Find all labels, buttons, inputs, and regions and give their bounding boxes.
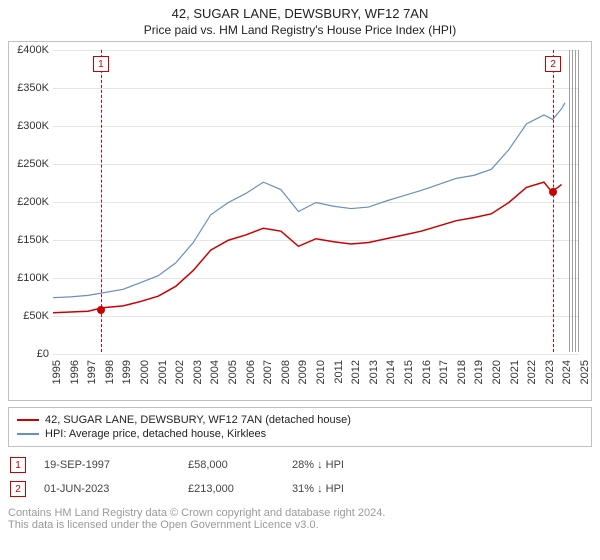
x-axis-tick: 2006 xyxy=(245,360,257,400)
y-axis-tick: £150K xyxy=(9,234,53,246)
annotation-dot-1 xyxy=(97,306,105,314)
x-axis-tick: 2002 xyxy=(174,360,186,400)
legend: 42, SUGAR LANE, DEWSBURY, WF12 7AN (deta… xyxy=(8,407,592,447)
note-price: £58,000 xyxy=(188,459,278,471)
y-axis-tick: £300K xyxy=(9,120,53,132)
x-axis-tick: 2003 xyxy=(192,360,204,400)
legend-label: 42, SUGAR LANE, DEWSBURY, WF12 7AN (deta… xyxy=(45,414,351,426)
note-row: 1 19-SEP-1997 £58,000 28% ↓ HPI xyxy=(8,453,592,477)
x-axis-tick: 2013 xyxy=(368,360,380,400)
legend-swatch xyxy=(17,433,39,435)
x-axis-tick: 2017 xyxy=(438,360,450,400)
note-price: £213,000 xyxy=(188,483,278,495)
copyright-line-1: Contains HM Land Registry data © Crown c… xyxy=(8,507,592,519)
x-axis-tick: 2025 xyxy=(579,360,591,400)
x-axis-tick: 2009 xyxy=(297,360,309,400)
note-row: 2 01-JUN-2023 £213,000 31% ↓ HPI xyxy=(8,477,592,501)
annotation-dot-2 xyxy=(549,188,557,196)
note-hpi: 31% ↓ HPI xyxy=(292,483,344,495)
x-axis-tick: 2001 xyxy=(157,360,169,400)
legend-item: 42, SUGAR LANE, DEWSBURY, WF12 7AN (deta… xyxy=(17,413,583,427)
annotation-marker-1: 1 xyxy=(93,56,109,72)
chart-container: 12 £0£50K£100K£150K£200K£250K£300K£350K£… xyxy=(8,41,592,401)
x-axis-tick: 2015 xyxy=(403,360,415,400)
y-axis-tick: £100K xyxy=(9,272,53,284)
legend-swatch xyxy=(17,419,39,421)
x-axis-tick: 2019 xyxy=(473,360,485,400)
x-axis-tick: 2008 xyxy=(280,360,292,400)
annotation-marker-2: 2 xyxy=(545,56,561,72)
y-axis-tick: £50K xyxy=(9,310,53,322)
series-price_paid xyxy=(53,182,561,313)
x-axis-tick: 2018 xyxy=(456,360,468,400)
x-axis-tick: 2004 xyxy=(209,360,221,400)
x-axis-tick: 1995 xyxy=(51,360,63,400)
page-subtitle: Price paid vs. HM Land Registry's House … xyxy=(8,23,592,37)
annotation-line-2 xyxy=(553,50,554,352)
series-hpi xyxy=(53,103,565,298)
x-axis-tick: 2007 xyxy=(262,360,274,400)
x-axis-tick: 2024 xyxy=(561,360,573,400)
legend-label: HPI: Average price, detached house, Kirk… xyxy=(45,428,266,440)
x-axis-tick: 2000 xyxy=(139,360,151,400)
x-axis-tick: 2012 xyxy=(350,360,362,400)
x-axis-tick: 2016 xyxy=(421,360,433,400)
annotation-notes: 1 19-SEP-1997 £58,000 28% ↓ HPI2 01-JUN-… xyxy=(8,453,592,501)
x-axis-tick: 1996 xyxy=(69,360,81,400)
x-axis-tick: 2020 xyxy=(491,360,503,400)
y-axis-tick: £250K xyxy=(9,158,53,170)
note-marker-icon: 1 xyxy=(10,457,26,473)
y-axis-tick: £350K xyxy=(9,82,53,94)
x-axis-tick: 2023 xyxy=(544,360,556,400)
page-title: 42, SUGAR LANE, DEWSBURY, WF12 7AN xyxy=(8,6,592,21)
note-date: 19-SEP-1997 xyxy=(44,459,174,471)
y-axis-tick: £400K xyxy=(9,44,53,56)
note-marker-icon: 2 xyxy=(10,481,26,497)
x-axis-tick: 2011 xyxy=(333,360,345,400)
x-axis-tick: 1999 xyxy=(121,360,133,400)
note-hpi: 28% ↓ HPI xyxy=(292,459,344,471)
copyright-line-2: This data is licensed under the Open Gov… xyxy=(8,519,592,531)
plot-area: 12 xyxy=(53,50,579,352)
x-axis-tick: 1998 xyxy=(104,360,116,400)
x-axis-tick: 2022 xyxy=(526,360,538,400)
x-axis-tick: 2010 xyxy=(315,360,327,400)
y-axis-tick: £0 xyxy=(9,348,53,360)
x-axis-tick: 2014 xyxy=(385,360,397,400)
x-axis-tick: 2021 xyxy=(509,360,521,400)
legend-item: HPI: Average price, detached house, Kirk… xyxy=(17,427,583,441)
copyright-text: Contains HM Land Registry data © Crown c… xyxy=(8,507,592,531)
x-axis-tick: 1997 xyxy=(86,360,98,400)
note-date: 01-JUN-2023 xyxy=(44,483,174,495)
y-axis-tick: £200K xyxy=(9,196,53,208)
x-axis-tick: 2005 xyxy=(227,360,239,400)
